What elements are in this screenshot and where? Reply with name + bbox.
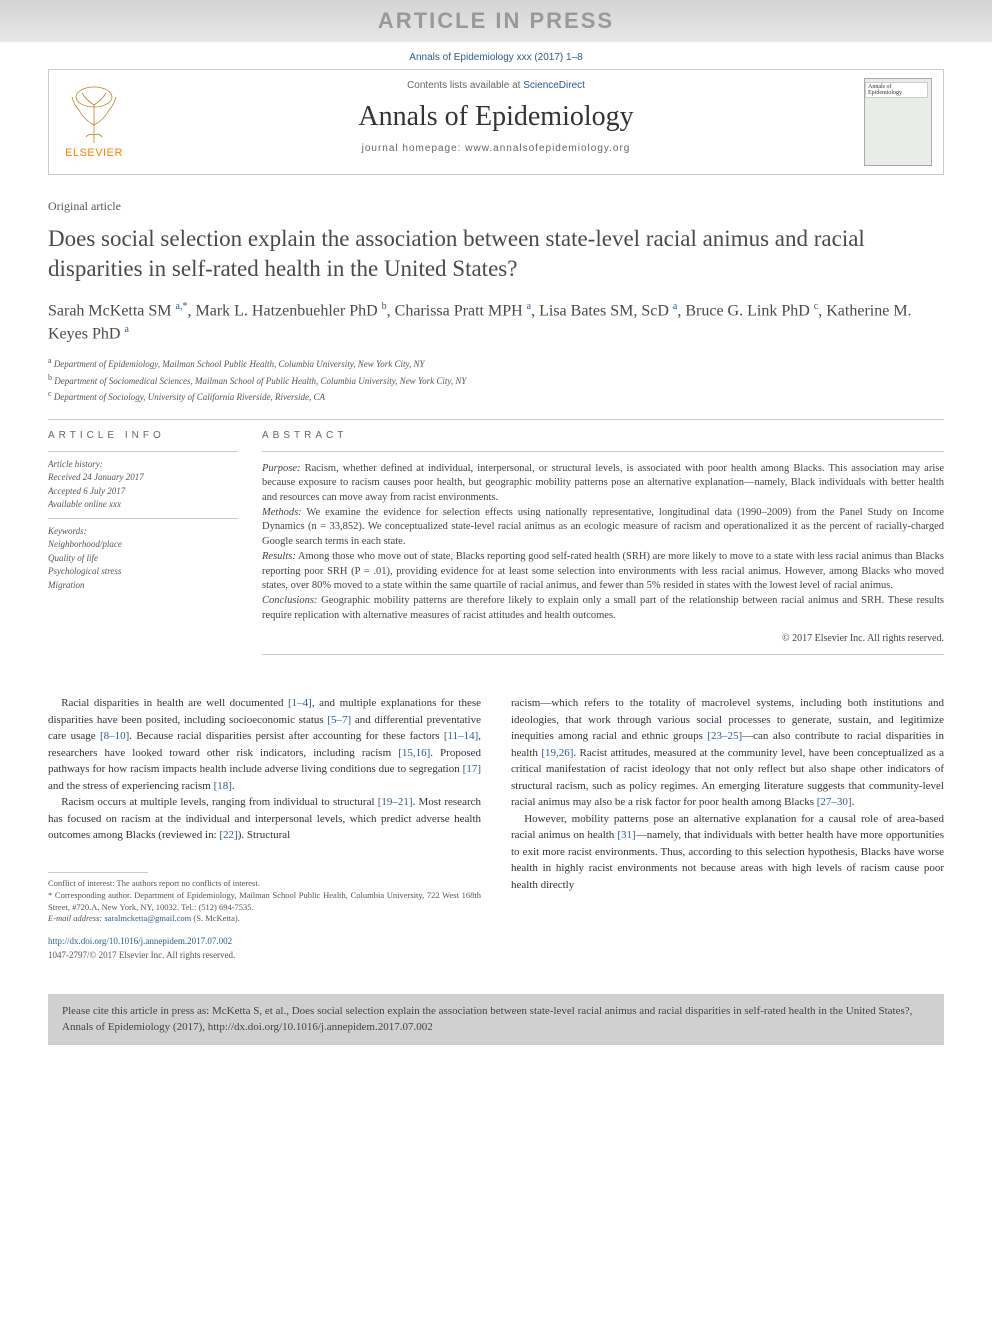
article-history: Article history: Received 24 January 201… xyxy=(48,458,238,512)
article-info-header: ARTICLE INFO xyxy=(48,430,238,441)
purpose-label: Purpose: xyxy=(262,463,301,474)
corresponding-author: * Corresponding author. Department of Ep… xyxy=(48,890,481,914)
journal-cover-thumbnail[interactable]: Annals of Epidemiology xyxy=(864,78,932,166)
issn-copyright-line: 1047-2797/© 2017 Elsevier Inc. All right… xyxy=(48,949,481,963)
page-content: Original article Does social selection e… xyxy=(0,175,992,982)
results-label: Results: xyxy=(262,551,296,562)
methods-label: Methods: xyxy=(262,507,302,518)
citation-link[interactable]: [22] xyxy=(219,829,237,841)
citation-line: Annals of Epidemiology xxx (2017) 1–8 xyxy=(0,42,992,69)
citation-link[interactable]: [15,16] xyxy=(398,747,430,759)
divider xyxy=(48,451,238,452)
citation-link[interactable]: [18] xyxy=(214,780,232,792)
history-label: Article history: xyxy=(48,458,238,472)
email-suffix: (S. McKetta). xyxy=(191,913,240,923)
homepage-url[interactable]: www.annalsofepidemiology.org xyxy=(465,143,630,154)
results-text: Among those who move out of state, Black… xyxy=(262,551,944,591)
citation-link[interactable]: [27–30] xyxy=(817,796,852,808)
abstract-conclusions: Conclusions: Geographic mobility pattern… xyxy=(262,594,944,623)
body-columns: Racial disparities in health are well do… xyxy=(48,695,944,962)
contents-prefix: Contents lists available at xyxy=(407,80,523,91)
keywords-label: Keywords: xyxy=(48,525,238,539)
doi-link[interactable]: http://dx.doi.org/10.1016/j.annepidem.20… xyxy=(48,936,232,946)
body-paragraph: racism—which refers to the totality of m… xyxy=(511,695,944,811)
abstract-results: Results: Among those who move out of sta… xyxy=(262,550,944,594)
history-online: Available online xxx xyxy=(48,498,238,512)
journal-cover-cell: Annals of Epidemiology xyxy=(853,70,943,174)
article-info-column: ARTICLE INFO Article history: Received 2… xyxy=(48,430,238,666)
abstract-purpose: Purpose: Racism, whether defined at indi… xyxy=(262,462,944,506)
sciencedirect-link[interactable]: ScienceDirect xyxy=(523,80,585,91)
citation-link[interactable]: [19,26] xyxy=(541,747,573,759)
citation-link[interactable]: [31] xyxy=(617,829,635,841)
citation-link[interactable]: [19–21] xyxy=(378,796,413,808)
divider xyxy=(48,419,944,420)
citation-link[interactable]: [1–4] xyxy=(288,697,312,709)
contents-available-line: Contents lists available at ScienceDirec… xyxy=(139,80,853,91)
journal-header-box: ELSEVIER Contents lists available at Sci… xyxy=(48,69,944,175)
keyword: Neighborhood/place xyxy=(48,538,238,552)
divider xyxy=(262,451,944,452)
body-paragraph: However, mobility patterns pose an alter… xyxy=(511,811,944,894)
abstract-methods: Methods: We examine the evidence for sel… xyxy=(262,506,944,550)
cover-thumb-label: Annals of Epidemiology xyxy=(865,82,928,98)
citation-link[interactable]: [11–14] xyxy=(444,730,478,742)
conflict-of-interest: Conflict of interest: The authors report… xyxy=(48,878,481,890)
elsevier-tree-icon xyxy=(64,85,124,145)
author-email-link[interactable]: saralmcketta@gmail.com xyxy=(104,913,191,923)
citation-link[interactable]: [23–25] xyxy=(707,730,742,742)
abstract-text: Purpose: Racism, whether defined at indi… xyxy=(262,462,944,624)
body-paragraph: Racism occurs at multiple levels, rangin… xyxy=(48,794,481,844)
citation-link[interactable]: [5–7] xyxy=(327,714,351,726)
doi-line: http://dx.doi.org/10.1016/j.annepidem.20… xyxy=(48,935,481,949)
history-accepted: Accepted 6 July 2017 xyxy=(48,485,238,499)
conclusions-label: Conclusions: xyxy=(262,595,317,606)
email-label: E-mail address: xyxy=(48,913,102,923)
article-title: Does social selection explain the associ… xyxy=(48,224,944,284)
citation-link[interactable]: [17] xyxy=(463,763,481,775)
body-paragraph: Racial disparities in health are well do… xyxy=(48,695,481,794)
journal-name: Annals of Epidemiology xyxy=(139,101,853,133)
purpose-text: Racism, whether defined at individual, i… xyxy=(262,463,944,503)
citation-link[interactable]: [8–10] xyxy=(100,730,129,742)
homepage-prefix: journal homepage: xyxy=(362,143,466,154)
conclusions-text: Geographic mobility patterns are therefo… xyxy=(262,595,944,621)
email-line: E-mail address: saralmcketta@gmail.com (… xyxy=(48,913,481,925)
body-column-right: racism—which refers to the totality of m… xyxy=(511,695,944,962)
keyword: Psychological stress xyxy=(48,565,238,579)
journal-homepage-line: journal homepage: www.annalsofepidemiolo… xyxy=(139,143,853,154)
methods-text: We examine the evidence for selection ef… xyxy=(262,507,944,547)
footnotes: Conflict of interest: The authors report… xyxy=(48,872,481,926)
history-received: Received 24 January 2017 xyxy=(48,471,238,485)
abstract-column: ABSTRACT Purpose: Racism, whether define… xyxy=(262,430,944,666)
header-middle: Contents lists available at ScienceDirec… xyxy=(139,70,853,174)
abstract-copyright: © 2017 Elsevier Inc. All rights reserved… xyxy=(262,633,944,644)
author-list: Sarah McKetta SM a,*, Mark L. Hatzenbueh… xyxy=(48,300,944,345)
divider xyxy=(48,518,238,519)
info-abstract-row: ARTICLE INFO Article history: Received 2… xyxy=(48,430,944,666)
divider xyxy=(262,654,944,655)
article-type: Original article xyxy=(48,199,944,214)
keywords-block: Keywords: Neighborhood/place Quality of … xyxy=(48,525,238,593)
publisher-logo-cell[interactable]: ELSEVIER xyxy=(49,70,139,174)
affiliations: a Department of Epidemiology, Mailman Sc… xyxy=(48,355,944,405)
keyword: Quality of life xyxy=(48,552,238,566)
body-column-left: Racial disparities in health are well do… xyxy=(48,695,481,962)
citation-box: Please cite this article in press as: Mc… xyxy=(48,994,944,1045)
publisher-name: ELSEVIER xyxy=(65,147,123,159)
abstract-header: ABSTRACT xyxy=(262,430,944,441)
keyword: Migration xyxy=(48,579,238,593)
article-in-press-banner: ARTICLE IN PRESS xyxy=(0,0,992,42)
